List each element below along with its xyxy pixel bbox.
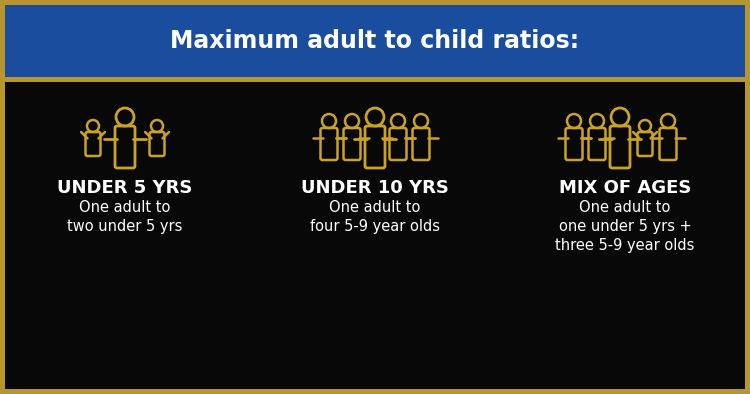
Text: MIX OF AGES: MIX OF AGES: [559, 179, 692, 197]
Text: three 5-9 year olds: three 5-9 year olds: [555, 238, 694, 253]
Text: two under 5 yrs: two under 5 yrs: [68, 219, 183, 234]
Text: UNDER 5 YRS: UNDER 5 YRS: [57, 179, 193, 197]
Text: Maximum adult to child ratios:: Maximum adult to child ratios:: [170, 29, 580, 53]
Text: One adult to: One adult to: [80, 200, 171, 215]
Text: UNDER 10 YRS: UNDER 10 YRS: [301, 179, 449, 197]
Text: One adult to: One adult to: [329, 200, 421, 215]
FancyBboxPatch shape: [5, 82, 745, 389]
FancyBboxPatch shape: [5, 5, 745, 77]
Text: four 5-9 year olds: four 5-9 year olds: [310, 219, 440, 234]
Text: one under 5 yrs +: one under 5 yrs +: [559, 219, 692, 234]
Text: One adult to: One adult to: [579, 200, 670, 215]
